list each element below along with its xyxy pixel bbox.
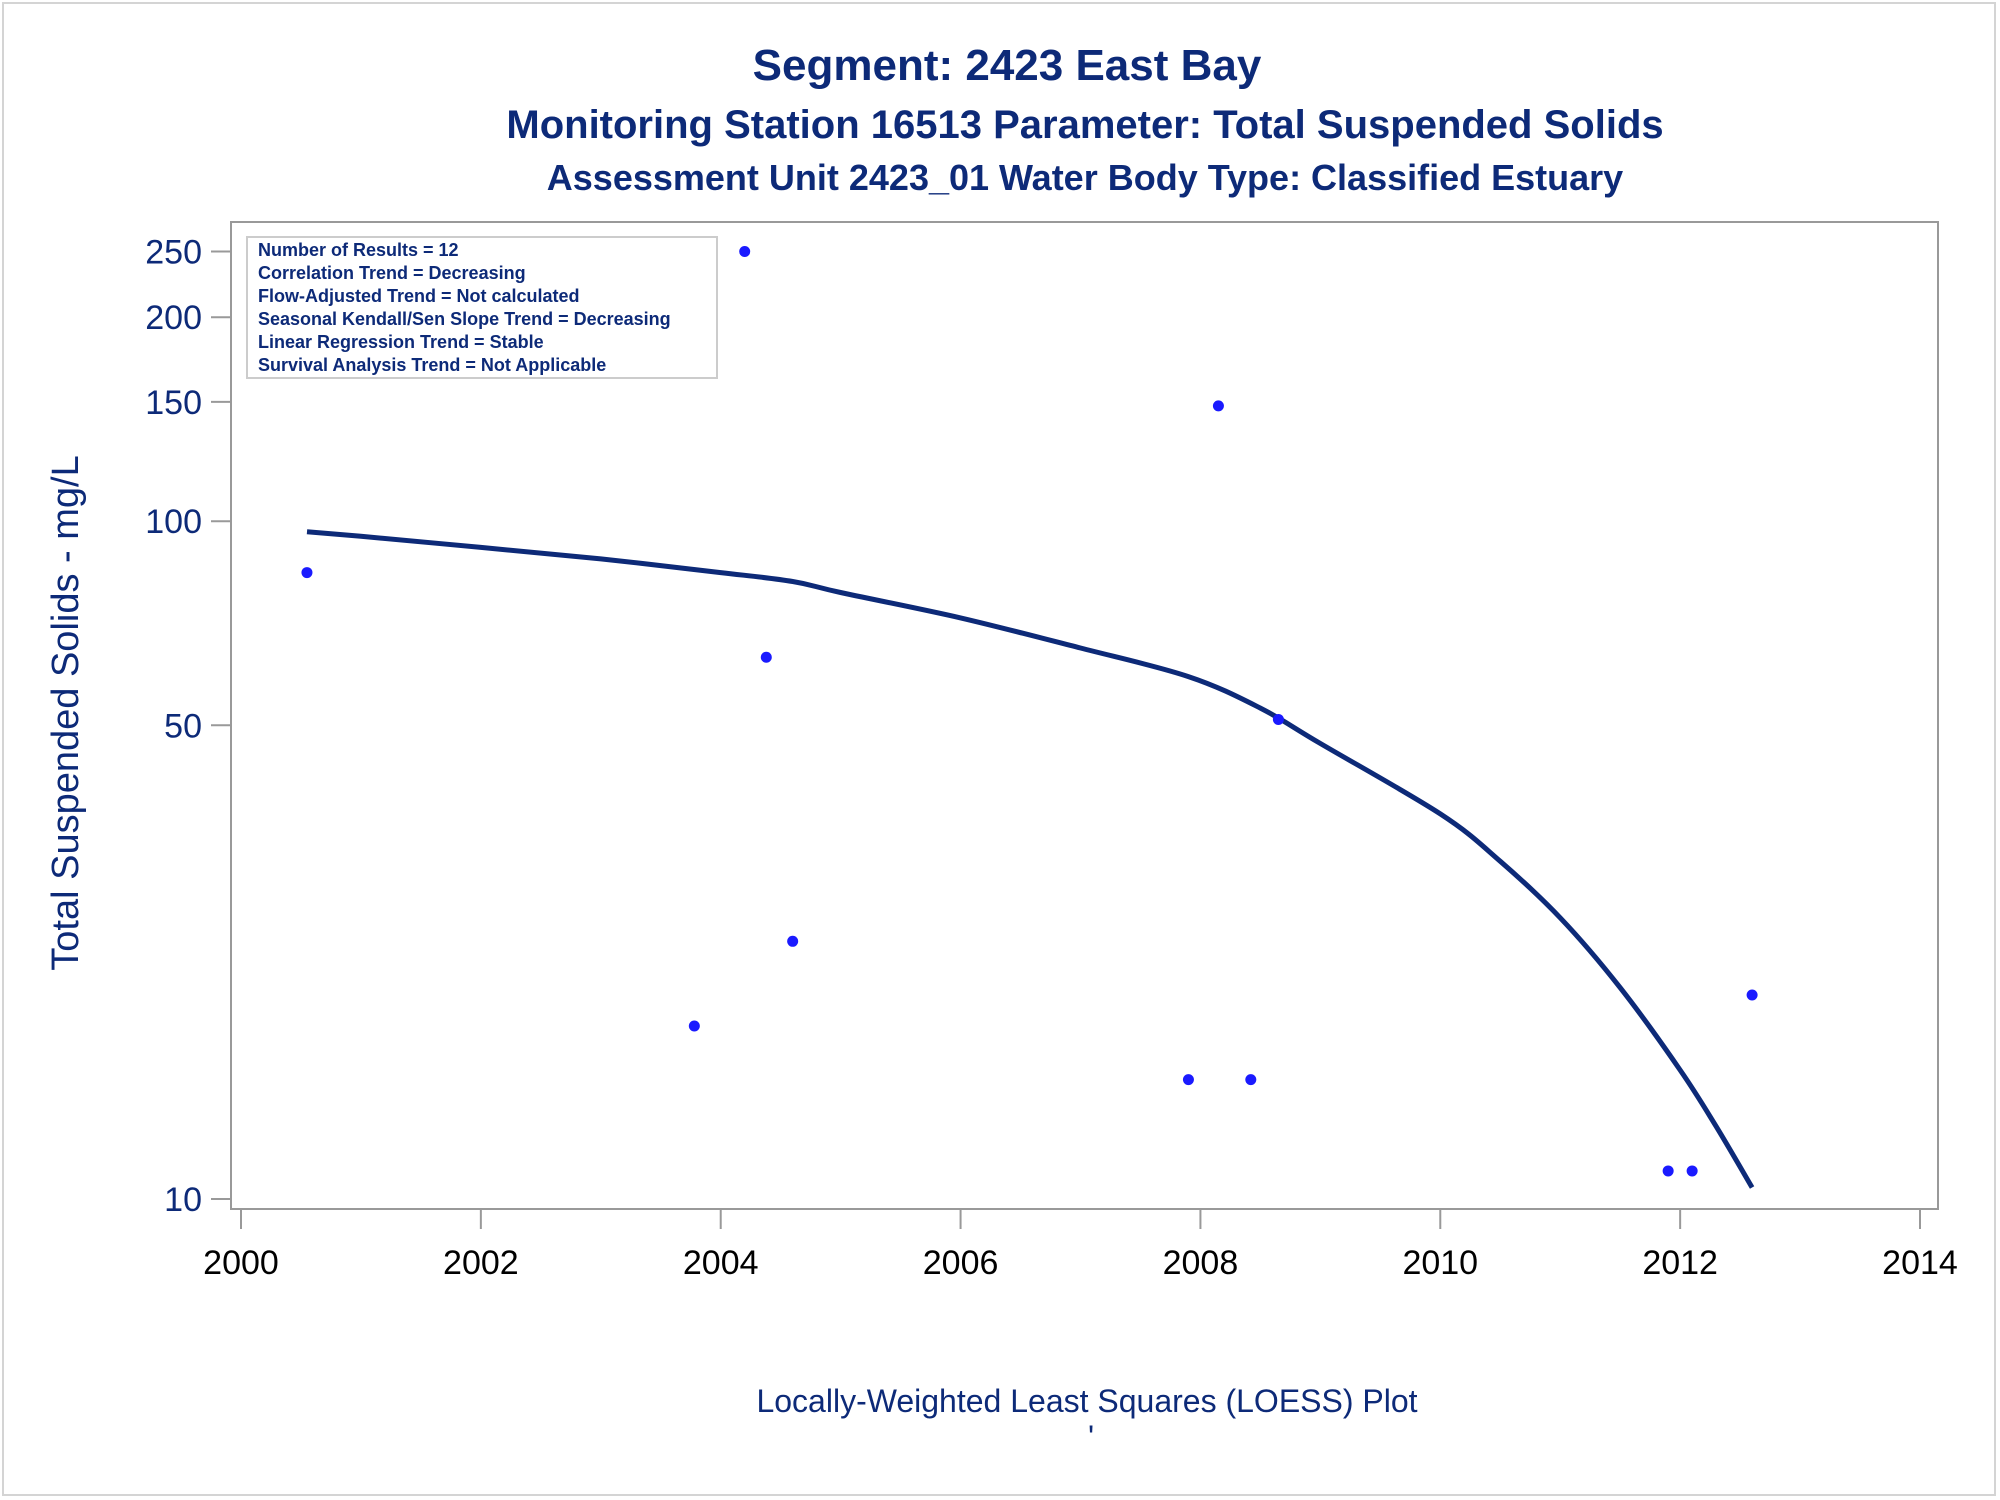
data-point	[787, 935, 799, 947]
x-tick-label: 2008	[1163, 1244, 1239, 1282]
y-axis: 10 50 100 150 200 250	[145, 234, 231, 1219]
data-point	[760, 651, 772, 663]
stats-line-flow-adjusted: Flow-Adjusted Trend = Not calculated	[258, 286, 580, 306]
stats-line-results: Number of Results = 12	[258, 240, 459, 260]
data-point	[301, 567, 313, 579]
chart-subtitle-2: Assessment Unit 2423_01 Water Body Type:…	[547, 157, 1623, 198]
loess-curve	[306, 529, 1755, 1189]
data-point	[1686, 1165, 1698, 1177]
x-tick-label: 2000	[203, 1244, 279, 1282]
x-tick-label: 2012	[1642, 1244, 1718, 1282]
stats-box: Number of Results = 12 Correlation Trend…	[246, 236, 718, 379]
x-tick-label: 2004	[683, 1244, 759, 1282]
stats-line-linear-regression: Linear Regression Trend = Stable	[258, 332, 544, 352]
y-axis-label: Total Suspended Solids - mg/L	[45, 455, 87, 970]
data-point	[1182, 1074, 1194, 1086]
data-points	[301, 246, 1758, 1177]
footnote-mark: '	[1088, 1419, 1094, 1455]
y-tick-label: 50	[164, 707, 202, 745]
stats-line-seasonal-kendall: Seasonal Kendall/Sen Slope Trend = Decre…	[258, 309, 671, 329]
y-tick-label: 10	[164, 1181, 202, 1219]
x-tick-label: 2014	[1882, 1244, 1958, 1282]
data-point	[739, 246, 751, 258]
plot-area	[230, 221, 1939, 1210]
x-tick-label: 2006	[923, 1244, 999, 1282]
x-tick-label: 2002	[443, 1244, 519, 1282]
data-point	[1272, 713, 1284, 725]
stats-line-survival: Survival Analysis Trend = Not Applicable	[258, 355, 606, 375]
y-tick-label: 250	[145, 234, 202, 272]
stats-line-correlation: Correlation Trend = Decreasing	[258, 263, 526, 283]
chart-title: Segment: 2423 East Bay	[753, 41, 1262, 90]
y-tick-label: 200	[145, 299, 202, 337]
data-point	[1662, 1165, 1674, 1177]
data-point	[1212, 400, 1224, 412]
data-point	[1245, 1074, 1257, 1086]
chart-subtitle: Monitoring Station 16513 Parameter: Tota…	[506, 103, 1663, 147]
y-tick-label: 100	[145, 503, 202, 541]
data-point	[688, 1020, 700, 1032]
stats-box-frame	[246, 236, 718, 379]
x-axis: 2000 2002 2004 2006 2008 2010 2012 2014	[203, 1209, 1958, 1282]
y-tick-label: 150	[145, 384, 202, 422]
data-point	[1746, 989, 1758, 1001]
x-tick-label: 2010	[1402, 1244, 1478, 1282]
chart-footnote: Locally-Weighted Least Squares (LOESS) P…	[756, 1383, 1417, 1419]
